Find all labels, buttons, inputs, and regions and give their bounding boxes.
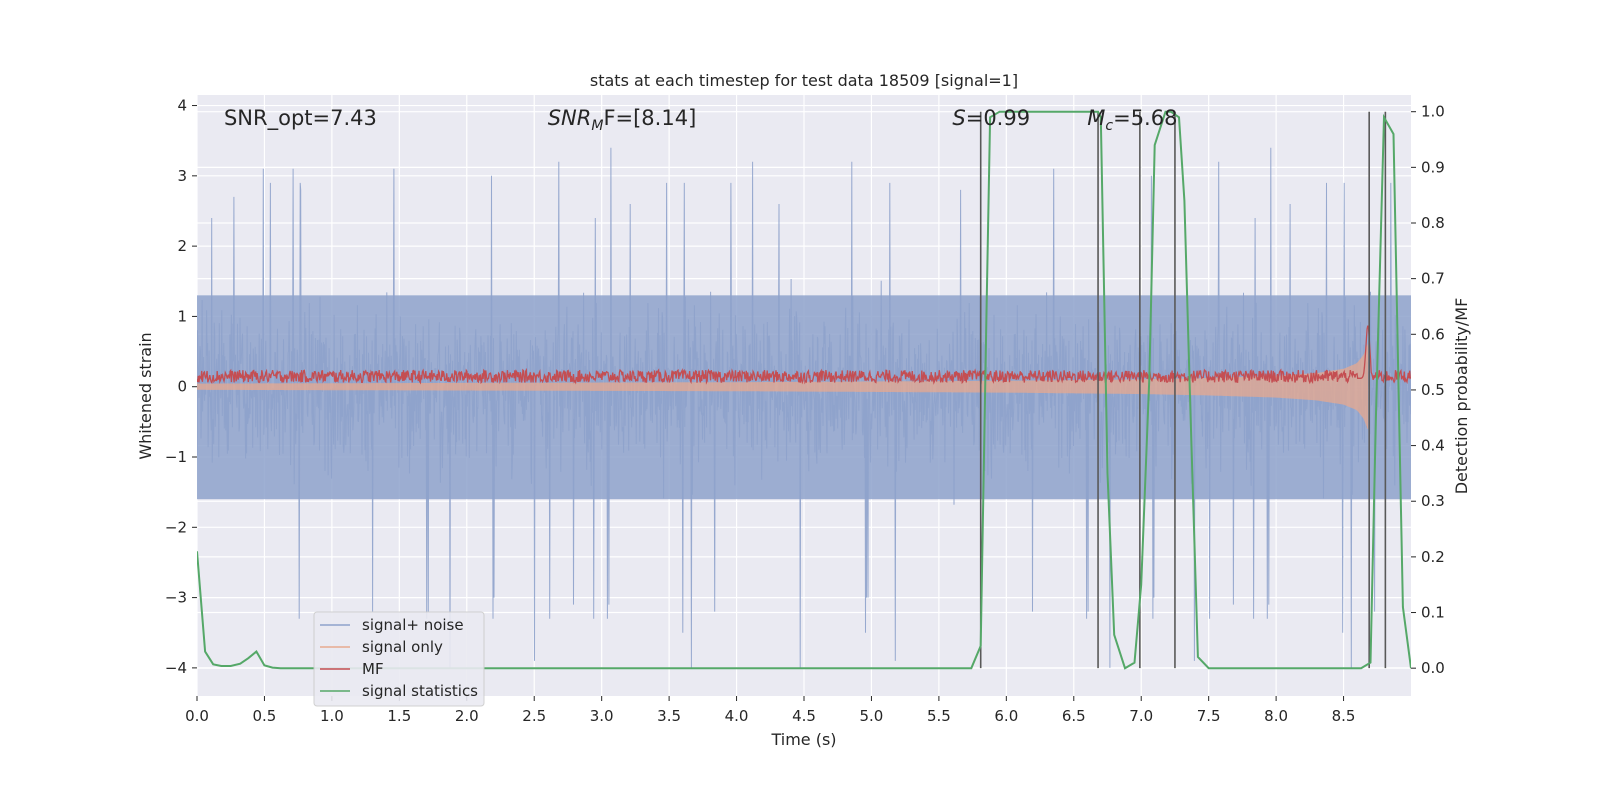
series-signal-only (197, 344, 1369, 430)
x-tick-label: 0.5 (253, 707, 277, 725)
annotations: SNR_opt=7.43 SNRMF=[8.14] S=0.99 Mc=5.68 (224, 106, 1177, 134)
y-left-tick-label: 0 (177, 378, 187, 396)
x-tick-label: 5.5 (927, 707, 951, 725)
x-tick-label: 4.0 (725, 707, 749, 725)
y-right-tick-label: 0.2 (1421, 548, 1445, 566)
chart-title: stats at each timestep for test data 185… (590, 71, 1018, 90)
x-tick-label: 2.5 (522, 707, 546, 725)
legend-label-signal-noise: signal+ noise (362, 616, 464, 634)
y-left-tick-label: 2 (177, 237, 187, 255)
x-tick-label: 4.5 (792, 707, 816, 725)
stat-annotation: SNRMF=[8.14] (548, 106, 697, 134)
y-left-tick-label: −3 (165, 589, 187, 607)
y-right-tick-label: 0.3 (1421, 492, 1445, 510)
tick-labels: 0.0 0.5 1.0 1.5 2.0 2.5 3.0 3.5 4.0 4.5 5.0 5.5 6.0 6… (165, 97, 1445, 725)
x-tick-label: 8.5 (1332, 707, 1356, 725)
legend-box (313, 611, 485, 707)
y-right-tick-label: 0.5 (1421, 381, 1445, 399)
x-tick-label: 7.5 (1197, 707, 1221, 725)
legend: signal+ noise signal only MF signal stat… (313, 611, 485, 707)
y-right-tick-label: 1.0 (1421, 103, 1445, 121)
y-left-tick-label: −1 (165, 448, 187, 466)
legend-label-signal-statistics: signal statistics (362, 682, 478, 700)
y-right-tick-label: 0.0 (1421, 659, 1445, 677)
x-tick-label: 8.0 (1264, 707, 1288, 725)
y-right-tick-label: 0.7 (1421, 270, 1445, 288)
x-axis-label: Time (s) (770, 730, 836, 749)
y-axis-label-right: Detection probability/MF (1452, 298, 1471, 495)
data-layer (197, 110, 1411, 670)
x-tick-label: 3.5 (657, 707, 681, 725)
legend-label-signal-only: signal only (362, 638, 443, 656)
y-left-tick-label: 1 (177, 307, 187, 325)
x-tick-label: 7.0 (1129, 707, 1153, 725)
stat-annotation: Mc=5.68 (1087, 106, 1177, 134)
x-tick-label: 3.0 (590, 707, 614, 725)
y-right-tick-label: 0.1 (1421, 604, 1445, 622)
y-right-tick-label: 0.4 (1421, 437, 1445, 455)
x-tick-label: 1.0 (320, 707, 344, 725)
series-signal-statistics (197, 110, 1411, 670)
y-left-tick-label: −4 (165, 659, 187, 677)
series-signal-noise (197, 147, 1411, 668)
x-tick-label: 2.0 (455, 707, 479, 725)
y-right-tick-label: 0.6 (1421, 325, 1445, 343)
legend-label-mf: MF (362, 660, 384, 678)
y-left-tick-label: 4 (177, 97, 187, 115)
stat-annotation: S=0.99 (952, 106, 1030, 130)
x-tick-label: 0.0 (185, 707, 209, 725)
x-tick-label: 5.0 (860, 707, 884, 725)
y-right-tick-label: 0.9 (1421, 158, 1445, 176)
series-mf (197, 325, 1411, 385)
y-left-tick-label: 3 (177, 167, 187, 185)
y-axis-label-left: Whitened strain (136, 332, 155, 459)
y-right-tick-label: 0.8 (1421, 214, 1445, 232)
stat-annotation: SNR_opt=7.43 (224, 106, 377, 131)
x-tick-label: 6.5 (1062, 707, 1086, 725)
y-left-tick-label: −2 (165, 518, 187, 536)
x-tick-label: 6.0 (994, 707, 1018, 725)
x-tick-label: 1.5 (387, 707, 411, 725)
